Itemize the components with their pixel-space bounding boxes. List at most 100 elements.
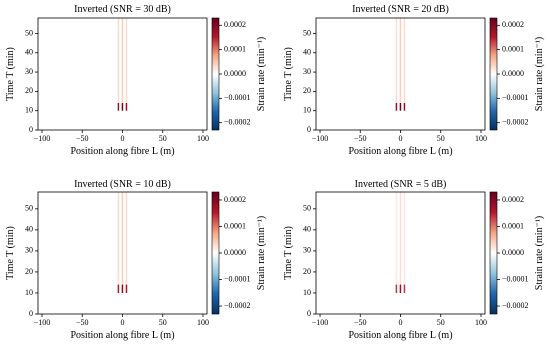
y-tick-label: 20 (25, 267, 33, 276)
heatmap-cell (316, 284, 396, 293)
heatmap-cell (403, 284, 406, 293)
heatmap-cell (38, 284, 118, 293)
heatmap-cell (399, 292, 402, 314)
heatmap-cell (119, 110, 122, 130)
y-tick-label: 50 (25, 204, 33, 213)
panel: −100 −50 0 50 100 0 10 20 30 40 50 Inverted (SNR = … (283, 179, 545, 341)
y-tick-label: 0 (29, 125, 33, 134)
heatmap-cell (123, 284, 126, 293)
colorbar-label: Strain rate (min⁻¹) (534, 216, 545, 290)
x-tick-label: 100 (475, 318, 487, 327)
heatmap-cell (401, 192, 404, 285)
heatmap-cell (119, 292, 122, 314)
heatmap-cell (403, 292, 406, 314)
y-tick-label: 0 (307, 125, 311, 134)
heatmap-cell (117, 102, 120, 111)
heatmap-cell (127, 18, 207, 103)
heatmap-cell (316, 110, 396, 130)
heatmap-cell (405, 18, 485, 103)
x-tick-label: −50 (76, 318, 89, 327)
y-axis-label: Time T (min) (283, 47, 294, 101)
colorbar-tick-label: −0.0002 (502, 301, 529, 310)
y-tick-label: 10 (25, 106, 33, 115)
heatmap-cell (127, 292, 207, 314)
heatmap-cell (38, 192, 118, 285)
x-tick-label: 100 (197, 134, 209, 143)
colorbar-tick-label: −0.0001 (224, 93, 251, 102)
y-axis-label: Time T (min) (5, 226, 16, 280)
colorbar-tick-label: 0.0001 (224, 221, 246, 230)
heatmap-cell (395, 192, 398, 285)
heatmap-cell (401, 284, 404, 293)
y-tick-label: 30 (303, 246, 311, 255)
heatmap-cell (395, 110, 398, 130)
heatmap-cell (405, 110, 485, 130)
heatmap-cell (123, 18, 126, 103)
heatmap-cell (403, 110, 406, 130)
heatmap-cell (403, 192, 406, 285)
x-tick-label: 0 (399, 134, 403, 143)
x-tick-label: −100 (312, 318, 329, 327)
heatmap-cell (125, 18, 128, 103)
x-tick-label: −50 (354, 318, 367, 327)
heatmap-cell (401, 292, 404, 314)
x-tick-label: −50 (354, 134, 367, 143)
colorbar-tick-label: 0.0001 (502, 221, 524, 230)
heatmap-cell (399, 192, 402, 285)
colorbar-tick-label: 0.0002 (224, 20, 246, 29)
heatmap-cell (127, 192, 207, 285)
heatmap-cell (117, 292, 120, 314)
y-tick-label: 20 (303, 86, 311, 95)
x-tick-label: 0 (399, 318, 403, 327)
heatmap-cell (403, 18, 406, 103)
heatmap-cell (117, 284, 120, 293)
heatmap-cell (119, 102, 122, 111)
heatmap-cell (123, 192, 126, 285)
y-tick-label: 50 (25, 28, 33, 37)
colorbar (489, 191, 498, 315)
heatmap-cell (121, 292, 124, 314)
heatmap-cell (121, 192, 124, 285)
heatmap-cell (127, 284, 207, 293)
heatmap-cell (121, 18, 124, 103)
panel: −100 −50 0 50 100 0 10 20 30 40 50 Inverted (SNR = … (5, 4, 267, 157)
colorbar-label: Strain rate (min⁻¹) (256, 37, 267, 111)
heatmap-cell (399, 110, 402, 130)
colorbar-tick-label: 0.0000 (224, 69, 246, 78)
heatmap-cell (397, 110, 400, 130)
y-tick-label: 40 (303, 48, 311, 57)
y-tick-label: 40 (25, 48, 33, 57)
y-tick-label: 10 (25, 288, 33, 297)
heatmap-cell (125, 192, 128, 285)
y-tick-label: 20 (303, 267, 311, 276)
colorbar (211, 191, 220, 315)
colorbar-tick-label: 0.0001 (502, 44, 524, 53)
x-tick-label: −100 (34, 318, 51, 327)
x-tick-label: 50 (437, 134, 445, 143)
heatmap-cell (38, 292, 118, 314)
chart-title: Inverted (SNR = 5 dB) (355, 179, 447, 190)
colorbar-label: Strain rate (min⁻¹) (256, 216, 267, 290)
heatmap-cell (119, 18, 122, 103)
y-tick-label: 10 (303, 106, 311, 115)
heatmap-cell (399, 102, 402, 111)
x-axis-label: Position along fibre L (m) (348, 330, 452, 341)
heatmap-cell (123, 292, 126, 314)
heatmap-cell (397, 192, 400, 285)
heatmap-cell (117, 192, 120, 285)
y-tick-label: 50 (303, 204, 311, 213)
heatmap-cell (127, 102, 207, 111)
heatmap-cell (395, 292, 398, 314)
heatmap-cell (405, 284, 485, 293)
colorbar-tick-label: −0.0001 (224, 274, 251, 283)
heatmap-cell (125, 110, 128, 130)
x-tick-label: 0 (121, 318, 125, 327)
y-axis-label: Time T (min) (283, 226, 294, 280)
colorbar-tick-label: 0.0002 (224, 195, 246, 204)
heatmap-cell (125, 292, 128, 314)
chart-title: Inverted (SNR = 30 dB) (74, 4, 171, 15)
x-tick-label: 100 (197, 318, 209, 327)
colorbar-tick-label: 0.0001 (224, 44, 246, 53)
colorbar (211, 17, 220, 131)
colorbar-tick-label: −0.0001 (502, 93, 529, 102)
